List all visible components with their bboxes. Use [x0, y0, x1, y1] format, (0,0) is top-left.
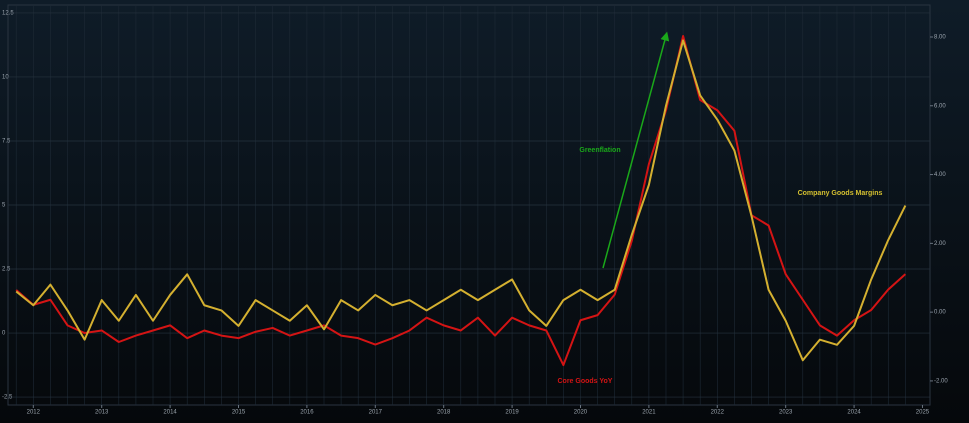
x-tick-label: 2019: [505, 410, 519, 416]
x-tick-label: 2016: [300, 410, 314, 416]
y-tick-label: 12.5: [2, 11, 14, 17]
y-tick-label: 2.5: [2, 267, 11, 273]
series-label: Core Goods YoY: [558, 378, 613, 385]
y-tick-label: 5: [2, 203, 6, 209]
y-tick-label: 7.5: [2, 139, 11, 145]
x-tick-label: 2014: [163, 410, 177, 416]
y2-tick-label: -2.00: [934, 379, 948, 385]
marks: [15, 34, 907, 367]
annotation: Greenflation: [579, 147, 620, 154]
y2-tick-label: 0.00: [934, 310, 946, 316]
y2-tick-label: 6.00: [934, 103, 946, 109]
series-label: Company Goods Margins: [798, 190, 883, 197]
x-tick-label: 2025: [916, 410, 930, 416]
series-line: [15, 34, 907, 367]
x-tick-label: 2015: [232, 410, 246, 416]
x-tick-label: 2013: [95, 410, 109, 416]
x-tick-label: 2020: [574, 410, 588, 416]
y-tick-label: 0: [2, 331, 6, 337]
series-line: [15, 39, 907, 362]
y2-tick-label: 4.00: [934, 172, 946, 178]
x-tick-label: 2023: [779, 410, 793, 416]
y-tick-label: 10: [2, 75, 9, 81]
grid: -2.5 0 2.5 5 7.5 10 12.5 -2.00 0.00 2.00 4.00 6.00 8…: [2, 5, 948, 416]
x-tick-label: 2024: [847, 410, 861, 416]
y2-tick-label: 2.00: [934, 241, 946, 247]
y2-tick-label: 8.00: [934, 35, 946, 41]
x-tick-label: 2017: [369, 410, 383, 416]
annotation-arrow: [602, 31, 670, 269]
y-tick-label: -2.5: [2, 395, 13, 401]
x-tick-label: 2021: [642, 410, 656, 416]
x-tick-label: 2018: [437, 410, 451, 416]
x-tick-label: 2012: [27, 410, 41, 416]
x-tick-label: 2022: [711, 410, 725, 416]
